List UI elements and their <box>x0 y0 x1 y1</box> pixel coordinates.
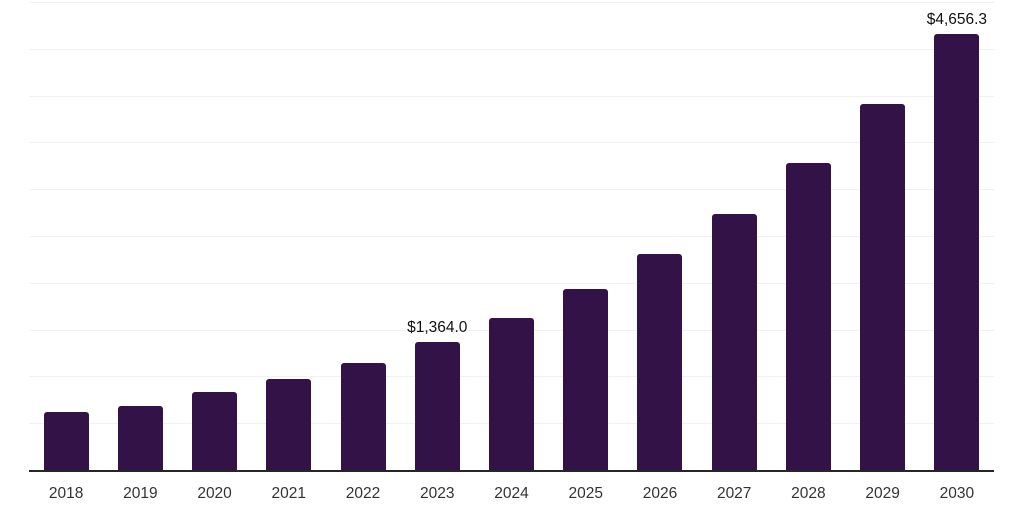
x-tick-label-2019: 2019 <box>123 485 158 502</box>
x-tick-label-2022: 2022 <box>345 485 381 502</box>
bar-2023 <box>414 342 460 470</box>
x-axis-line <box>29 470 994 472</box>
bar-2019 <box>117 406 163 470</box>
x-tick-label-2027: 2027 <box>716 485 752 502</box>
x-tick-label-2029: 2029 <box>865 485 900 502</box>
x-tick-label-2024: 2024 <box>494 485 529 502</box>
bar-2018 <box>43 412 89 470</box>
bar-2026 <box>637 254 683 470</box>
bar-2021 <box>266 378 312 470</box>
gridline <box>29 189 994 191</box>
x-tick-label-2023: 2023 <box>420 485 455 502</box>
gridline <box>29 95 994 97</box>
x-tick-label-2025: 2025 <box>568 485 603 502</box>
bar-2022 <box>340 362 386 470</box>
gridline <box>29 2 994 3</box>
bar-2027 <box>711 213 757 470</box>
gridline <box>29 48 994 50</box>
bar-2028 <box>785 162 831 470</box>
bar-2025 <box>563 289 609 470</box>
x-tick-label-2026: 2026 <box>642 485 678 502</box>
data-label-2023: $1,364.0 <box>407 319 468 337</box>
data-label-2030: $4,656.3 <box>926 11 988 29</box>
gridline <box>29 236 994 237</box>
x-tick-label-2028: 2028 <box>791 485 826 502</box>
bar-2030 <box>934 34 980 470</box>
x-tick-label-2030: 2030 <box>939 485 975 502</box>
gridline <box>29 142 994 144</box>
x-tick-label-2021: 2021 <box>271 485 307 502</box>
gridline <box>29 282 994 284</box>
x-tick-label-2018: 2018 <box>48 485 84 502</box>
bar-2029 <box>860 104 906 470</box>
x-tick-label-2020: 2020 <box>197 485 232 502</box>
bar-2020 <box>192 392 238 470</box>
bar-2024 <box>489 318 534 470</box>
